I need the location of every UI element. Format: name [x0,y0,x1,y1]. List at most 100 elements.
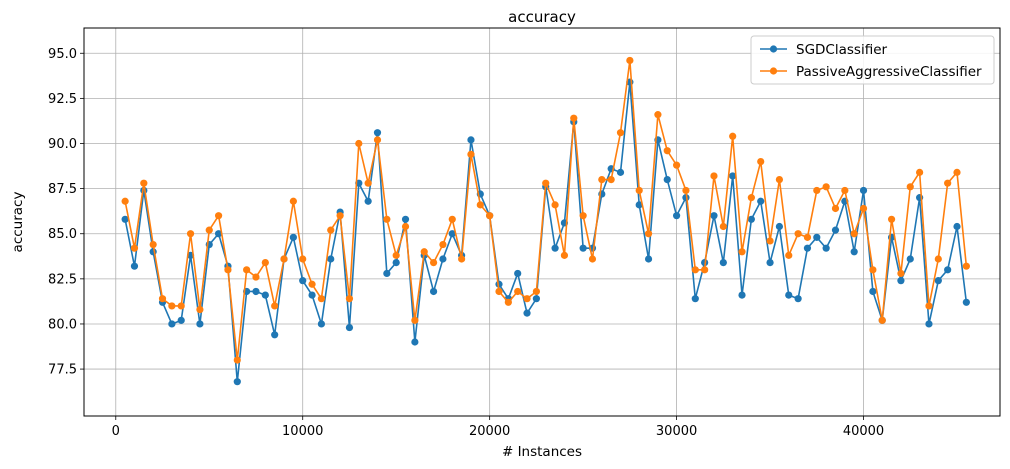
legend-box [750,35,995,85]
data-point [168,302,176,310]
data-point [841,186,849,195]
data-point [813,233,821,241]
data-point [439,240,447,249]
data-point [673,161,681,169]
data-point [906,255,914,263]
x-axis-label: # Instances [502,444,582,460]
data-point [757,157,765,166]
data-point [691,266,699,274]
data-point [130,244,139,252]
data-point [944,179,952,187]
data-point [429,259,438,267]
data-point [327,226,335,234]
data-point [271,302,279,310]
data-point [392,251,400,259]
data-point [196,305,204,314]
data-point [532,287,540,296]
data-point [916,168,924,176]
data-point [504,298,512,306]
data-point [831,226,840,234]
data-point [205,226,213,234]
plot-frame [83,27,1001,417]
data-point [934,277,942,285]
data-point [243,266,251,274]
y-tick-label: 87.5 [48,182,77,197]
data-point [850,230,858,238]
data-point [252,287,260,296]
data-point [448,230,456,238]
data-point [654,111,662,119]
data-point [944,266,952,274]
data-point [345,295,354,303]
data-point [719,259,727,267]
legend-item: SGDClassifier [760,42,888,58]
data-point [476,201,484,209]
data-point [364,179,372,187]
legend-swatch-marker [769,67,778,75]
data-point [411,338,419,346]
data-point [373,129,382,137]
data-point [121,215,129,223]
data-point [429,287,438,296]
data-point [775,175,784,184]
data-point [635,186,643,195]
data-point [682,186,690,195]
data-point [336,212,344,220]
y-tick-label: 92.5 [48,92,77,107]
data-point [579,212,587,220]
data-point [878,316,886,324]
data-point [186,230,195,238]
data-point [607,175,615,184]
data-point [383,215,391,223]
data-point [644,230,653,238]
data-point [523,309,531,317]
data-point [925,320,933,328]
data-point [401,222,410,231]
data-point [439,255,447,263]
data-point [215,230,223,238]
x-tick-label: 40000 [843,424,884,439]
data-point [850,248,858,256]
data-point [458,255,466,263]
data-point [691,295,699,303]
data-point [729,132,737,140]
data-point [785,251,793,259]
data-point [364,197,372,205]
data-point [570,114,578,122]
x-tick-label: 30000 [656,424,697,439]
chart-title: accuracy [508,8,576,26]
data-point [345,323,354,332]
data-point [859,186,868,195]
data-point [644,255,653,263]
data-point [859,204,868,213]
data-point [467,136,475,144]
data-point [925,302,933,310]
data-point [299,277,307,285]
data-point [411,316,419,324]
data-point [831,204,840,213]
data-point [953,222,961,231]
data-point [420,248,428,256]
data-point [514,269,522,278]
data-point [897,269,905,278]
data-point [149,240,157,249]
data-point [588,255,597,263]
data-point [626,56,634,65]
data-point [635,201,643,209]
data-point [448,215,456,223]
data-point [738,291,746,299]
data-point [579,244,587,252]
y-tick-label: 85.0 [48,227,77,242]
data-point [822,183,830,191]
data-point [373,136,382,144]
data-point [140,179,148,187]
legend-item: PassiveAggressiveClassifier [760,64,982,80]
data-point [766,237,774,245]
y-tick-label: 95.0 [48,47,77,62]
series-passive-aggressive [121,56,970,364]
data-point [308,291,316,299]
data-point [252,273,260,281]
data-point [271,331,279,339]
data-point [542,179,550,187]
data-point [523,295,531,303]
